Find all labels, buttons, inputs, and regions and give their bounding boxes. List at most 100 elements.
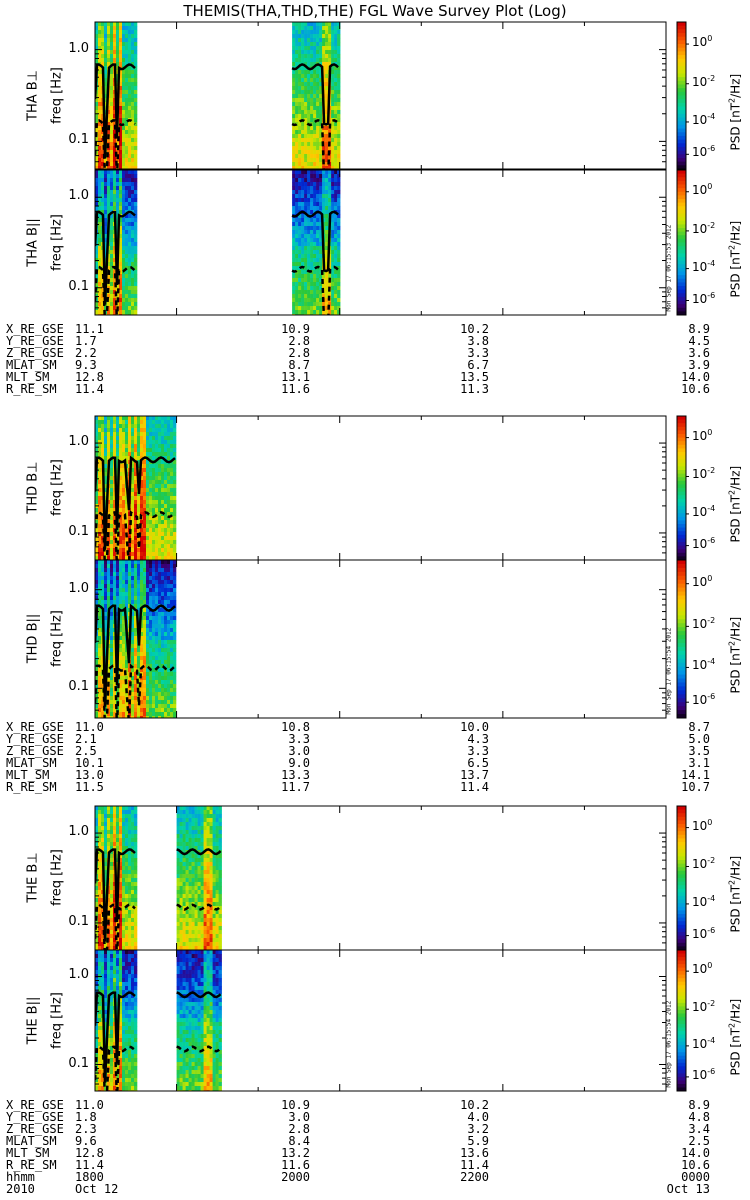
ephemeris-row-label: MLT_SM	[6, 768, 50, 782]
colorbar-tick-label: 10-2	[692, 220, 716, 236]
solid-frequency-line	[95, 603, 176, 707]
ephemeris-value: 13.7	[460, 768, 489, 782]
ephemeris-value: 10.2	[460, 1098, 489, 1112]
spectrogram-panel-tha-parallel	[94, 169, 689, 316]
ephemeris-value: 11.5	[75, 780, 104, 794]
spectrogram-image	[95, 22, 341, 169]
ephemeris-value: 5.0	[688, 732, 710, 746]
solid-frequency-line	[176, 848, 222, 856]
ephemeris-value: 2200	[460, 1170, 489, 1184]
date-right: Oct 13	[666, 1182, 710, 1196]
y-axis-probe-label: THD B||	[25, 613, 41, 664]
ephemeris-value: 1.8	[75, 1110, 97, 1124]
ephemeris-value: 3.1	[688, 756, 710, 770]
spectrogram-image	[95, 560, 177, 718]
colorbar-tick-label: 100	[692, 817, 713, 833]
y-tick-label: 1.0	[68, 967, 89, 983]
ephemeris-value: 11.6	[281, 382, 310, 396]
dashed-frequency-line	[95, 903, 136, 950]
colorbar-tick-label: 10-2	[692, 856, 716, 872]
colorbar-tick-label: 10-2	[692, 999, 716, 1015]
ephemeris-value: 11.0	[75, 720, 104, 734]
y-tick-label: 0.1	[68, 1055, 89, 1071]
ephemeris-value: 8.9	[688, 322, 710, 336]
ephemeris-value: 2.8	[288, 346, 310, 360]
ephemeris-value: 1.7	[75, 334, 97, 348]
ephemeris-value: 2.8	[288, 334, 310, 348]
ephemeris-value: 2000	[281, 1170, 310, 1184]
timestamp-stamp: Mon Sep 17 06:15:53 2012	[665, 224, 673, 312]
y-axis-probe-label: THE B⊥	[25, 852, 41, 903]
y-axis-freq-label: freq [Hz]	[49, 459, 65, 516]
y-tick-label: 1.0	[68, 824, 89, 840]
y-tick-label: 0.1	[68, 523, 89, 539]
y-axis-probe-label: THE B||	[25, 996, 41, 1044]
ephemeris-value: 10.7	[681, 780, 710, 794]
ephemeris-value: 13.0	[75, 768, 104, 782]
ephemeris-value: 2.5	[688, 1134, 710, 1148]
colorbar-label: PSD [nT2/Hz]	[727, 855, 743, 933]
y-axis-freq-label: freq [Hz]	[49, 213, 65, 271]
timestamp-stamp: Mon Sep 17 06:15:54 2012	[665, 627, 673, 715]
spectrogram-image	[95, 416, 177, 560]
ephemeris-row-label: Y_RE_GSE	[6, 334, 64, 348]
ephemeris-value: 3.6	[688, 346, 710, 360]
ephemeris-value: 11.4	[460, 780, 489, 794]
colorbar-tick-label: 100	[692, 427, 713, 443]
colorbar	[676, 169, 689, 316]
ephemeris-value: 13.5	[460, 370, 489, 384]
colorbar-tick-label: 10-4	[692, 111, 716, 127]
panel-frame	[94, 21, 667, 170]
ephemeris-value: 6.5	[467, 756, 489, 770]
ephemeris-value: 0000	[681, 1170, 710, 1184]
colorbar-tick-label: 10-2	[692, 73, 716, 89]
ephemeris-value: 11.0	[75, 1098, 104, 1112]
y-tick-label: 1.0	[68, 40, 89, 56]
ephemeris-value: 10.6	[681, 382, 710, 396]
timestamp-stamp: Mon Sep 17 06:15:54 2012	[665, 1000, 673, 1088]
colorbar-tick-label: 10-6	[692, 144, 716, 160]
ephemeris-value: 3.3	[467, 346, 489, 360]
ephemeris-value: 3.9	[688, 358, 710, 372]
ephemeris-value: 11.1	[75, 322, 104, 336]
colorbar	[676, 21, 689, 170]
ephemeris-value: 13.1	[281, 370, 310, 384]
dashed-frequency-line	[291, 118, 339, 169]
solid-frequency-line	[291, 63, 339, 126]
ephemeris-value: 3.0	[288, 1110, 310, 1124]
ephemeris-row-label: Z_RE_GSE	[6, 346, 64, 360]
ephemeris-row-label: R_RE_SM	[6, 780, 57, 794]
colorbar-tick-label: 100	[692, 181, 713, 197]
ephemeris-value: 8.7	[288, 358, 310, 372]
colorbar-label: PSD [nT2/Hz]	[727, 220, 743, 297]
solid-frequency-line	[95, 63, 136, 159]
colorbar-tick-label: 10-2	[692, 616, 716, 632]
ephemeris-value: 2.3	[75, 1122, 97, 1136]
panel-frame	[94, 559, 667, 719]
ephemeris-value: 11.4	[460, 1158, 489, 1172]
colorbar-tick-label: 10-4	[692, 657, 716, 673]
spectrogram-panel-tha-perpendicular	[94, 21, 689, 170]
colorbar	[676, 559, 689, 719]
ephemeris-row-label: MLT_SM	[6, 1146, 50, 1160]
ephemeris-row-label: MLT_SM	[6, 370, 50, 384]
ephemeris-value: 9.3	[75, 358, 97, 372]
ephemeris-value: 1800	[75, 1170, 104, 1184]
ephemeris-value: 3.0	[288, 744, 310, 758]
solid-frequency-line	[95, 848, 136, 942]
ephemeris-value: 11.4	[75, 1158, 104, 1172]
ephemeris-value: 11.3	[460, 382, 489, 396]
dashed-frequency-line	[95, 510, 176, 560]
ephemeris-row-label: R_RE_SM	[6, 382, 57, 396]
ephemeris-value: 10.9	[281, 1098, 310, 1112]
ephemeris-row-label: X_RE_GSE	[6, 322, 64, 336]
solid-frequency-line	[176, 991, 222, 999]
ephemeris-value: 10.6	[681, 1158, 710, 1172]
panel-frame	[94, 949, 667, 1092]
date-year: 2010	[6, 1182, 35, 1196]
ephemeris-row-label: MLAT_SM	[6, 756, 57, 770]
ephemeris-value: 8.7	[688, 720, 710, 734]
colorbar-tick-label: 100	[692, 573, 713, 589]
colorbar-tick-label: 10-4	[692, 503, 716, 519]
